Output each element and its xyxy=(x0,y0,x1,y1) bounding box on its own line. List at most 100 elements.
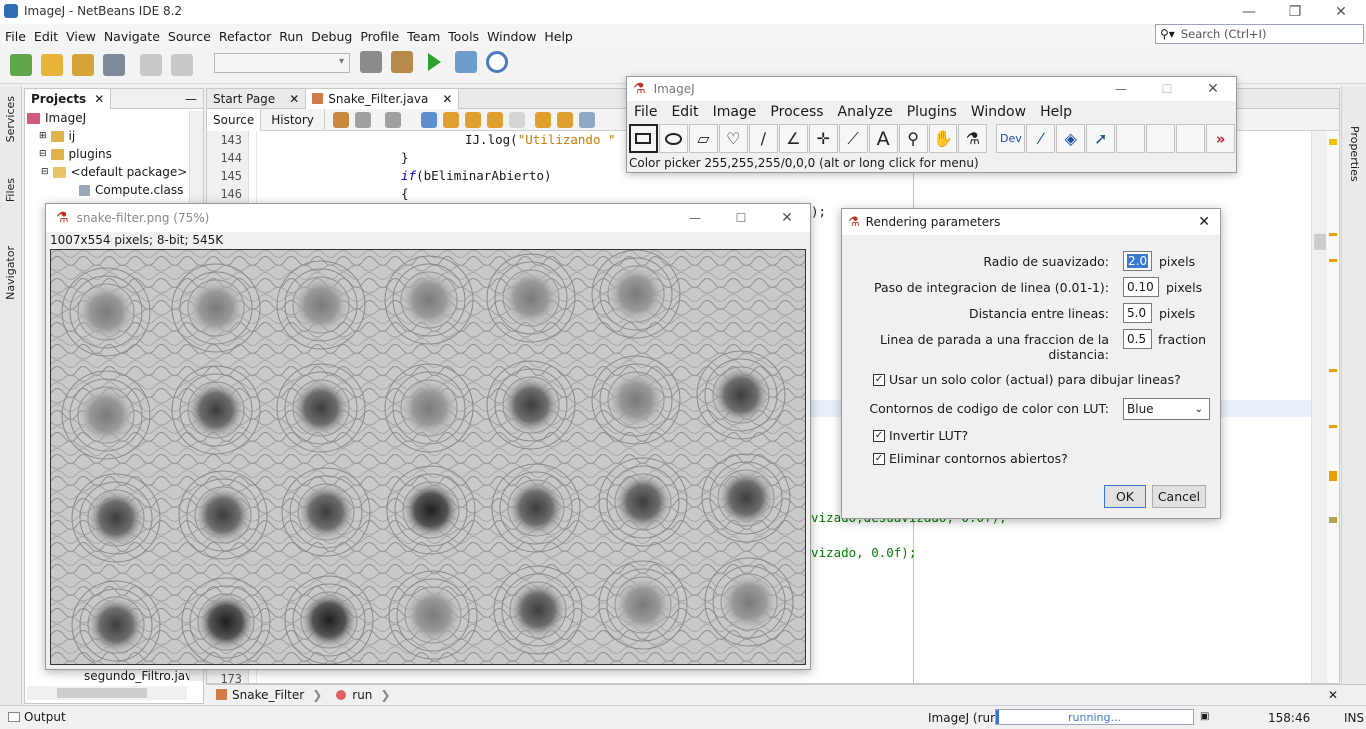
menu-debug[interactable]: Debug xyxy=(311,29,353,44)
menu-navigate[interactable]: Navigate xyxy=(103,29,160,44)
back-icon[interactable] xyxy=(332,111,349,128)
text-tool-icon[interactable]: A xyxy=(868,124,898,153)
minimize-icon[interactable]: — xyxy=(689,211,701,225)
close-icon[interactable]: ✕ xyxy=(289,91,300,106)
brush-tool-icon[interactable]: ⁄ xyxy=(1026,124,1056,153)
history-mode-button[interactable]: History xyxy=(261,108,325,131)
ij-menu-file[interactable]: File xyxy=(634,104,658,120)
tree-item-compute-class[interactable]: Compute.class xyxy=(79,183,183,197)
progress-bar[interactable]: running... xyxy=(995,709,1194,725)
find-prev-icon[interactable] xyxy=(442,111,459,128)
restore-icon[interactable]: ❐ xyxy=(1288,4,1302,20)
find-icon[interactable] xyxy=(420,111,437,128)
code-fragment[interactable]: ); xyxy=(811,204,827,219)
profile-icon[interactable] xyxy=(486,51,508,73)
integration-step-input[interactable]: 0.10 xyxy=(1123,277,1159,297)
menu-view[interactable]: View xyxy=(66,29,96,44)
remove-open-contours-checkbox[interactable]: ✓ xyxy=(873,453,885,465)
minimize-icon[interactable]: — xyxy=(1242,4,1256,20)
tree-item-plugins[interactable]: ⊟ plugins xyxy=(39,147,112,161)
lut-select[interactable]: Blue ⌄ xyxy=(1123,398,1210,420)
close-icon[interactable]: ✕ xyxy=(94,91,105,106)
dev-tool-icon[interactable]: Dev xyxy=(996,124,1026,153)
close-icon[interactable]: ✕ xyxy=(1335,4,1347,20)
magnifier-tool-icon[interactable]: ⚲ xyxy=(898,124,928,153)
menu-profile[interactable]: Profile xyxy=(360,29,400,44)
nav-item-run[interactable]: run xyxy=(352,687,373,702)
wand-tool-icon[interactable]: ⟋ xyxy=(838,124,868,153)
source-mode-button[interactable]: Source xyxy=(207,108,262,131)
more-tools-icon[interactable]: » xyxy=(1206,124,1236,153)
menu-team[interactable]: Team xyxy=(407,29,441,44)
projects-hscrollbar[interactable] xyxy=(27,686,187,700)
ij-menu-window[interactable]: Window xyxy=(970,104,1027,120)
build-icon[interactable] xyxy=(360,51,382,73)
hand-tool-icon[interactable]: ✋ xyxy=(928,124,958,153)
close-icon[interactable]: ✕ xyxy=(781,210,793,226)
ij-menu-image[interactable]: Image xyxy=(712,104,757,120)
next-bookmark-icon[interactable] xyxy=(556,111,573,128)
code-fragment[interactable]: vizado, 0.0f); xyxy=(811,545,917,560)
toggle-rect-select-icon[interactable] xyxy=(508,111,525,128)
flood-tool-icon[interactable]: ◈ xyxy=(1056,124,1086,153)
redo-icon[interactable] xyxy=(171,53,193,76)
ok-button[interactable]: OK xyxy=(1104,485,1146,508)
menu-refactor[interactable]: Refactor xyxy=(218,29,272,44)
toggle-highlight-icon[interactable] xyxy=(486,111,503,128)
close-icon[interactable]: ✕ xyxy=(1198,214,1210,230)
arrow-tool-icon[interactable]: ➚ xyxy=(1086,124,1116,153)
stop-fraction-input[interactable]: 0.5 xyxy=(1123,329,1152,349)
menu-edit[interactable]: Edit xyxy=(33,29,59,44)
undo-icon[interactable] xyxy=(140,53,162,76)
new-project-icon[interactable] xyxy=(41,53,63,76)
code-line-143[interactable]: IJ.log("Utilizando " xyxy=(465,132,616,147)
files-tab[interactable]: Files xyxy=(4,178,17,203)
nav-item-snake-filter[interactable]: Snake_Filter xyxy=(232,687,305,702)
menu-source[interactable]: Source xyxy=(167,29,211,44)
snake-filter-image[interactable] xyxy=(50,249,806,665)
forward-icon[interactable] xyxy=(354,111,371,128)
tab-snake-filter[interactable]: Snake_Filter.java ✕ xyxy=(306,88,460,109)
point-tool-icon[interactable]: ✛ xyxy=(808,124,838,153)
configuration-combo[interactable]: ▾ xyxy=(214,53,350,73)
oval-tool-icon[interactable] xyxy=(658,124,688,153)
close-icon[interactable]: ✕ xyxy=(1327,687,1338,702)
find-next-icon[interactable] xyxy=(464,111,481,128)
angle-tool-icon[interactable]: ∠ xyxy=(778,124,808,153)
minimize-panel-icon[interactable]: — xyxy=(185,91,197,106)
close-icon[interactable]: ✕ xyxy=(1207,81,1219,97)
new-file-icon[interactable] xyxy=(10,53,32,76)
rectangle-tool-icon[interactable] xyxy=(629,124,658,153)
clean-build-icon[interactable] xyxy=(391,51,413,73)
run-icon[interactable] xyxy=(428,53,441,71)
minimize-icon[interactable]: — xyxy=(1115,82,1127,96)
menu-run[interactable]: Run xyxy=(279,29,304,44)
debug-icon[interactable] xyxy=(455,51,477,73)
prev-bookmark-icon[interactable] xyxy=(534,111,551,128)
cancel-process-icon[interactable]: ▣ xyxy=(1200,711,1210,722)
maximize-icon[interactable]: ☐ xyxy=(735,211,747,225)
line-distance-input[interactable]: 5.0 xyxy=(1123,303,1152,323)
tree-item-default-package[interactable]: ⊟ <default package> xyxy=(41,165,188,179)
single-color-checkbox[interactable]: ✓ xyxy=(873,374,885,386)
projects-tab[interactable]: Projects ✕ xyxy=(25,88,112,109)
invert-lut-checkbox[interactable]: ✓ xyxy=(873,430,885,442)
properties-tab[interactable]: Properties xyxy=(1348,126,1361,182)
output-tab[interactable]: Output xyxy=(8,710,66,724)
polygon-tool-icon[interactable]: ▱ xyxy=(688,124,718,153)
tree-item-segundo-filtro[interactable]: segundo_Filtro.java xyxy=(84,669,199,683)
navigator-tab[interactable]: Navigator xyxy=(4,246,17,300)
menu-window[interactable]: Window xyxy=(487,29,537,44)
tree-item-imagej[interactable]: ImageJ xyxy=(27,111,86,125)
last-edit-icon[interactable] xyxy=(384,111,401,128)
menu-tools[interactable]: Tools xyxy=(448,29,480,44)
code-line-146[interactable]: { xyxy=(401,186,409,201)
ij-menu-analyze[interactable]: Analyze xyxy=(837,104,893,120)
ij-menu-help[interactable]: Help xyxy=(1040,104,1072,120)
search-input[interactable]: ⚲▾ Search (Ctrl+I) xyxy=(1155,24,1364,44)
tab-start-page[interactable]: Start Page ✕ xyxy=(207,88,307,109)
line-tool-icon[interactable]: ∕ xyxy=(748,124,778,153)
ij-menu-process[interactable]: Process xyxy=(770,104,824,120)
editor-scrollbar[interactable] xyxy=(1311,131,1327,683)
freehand-tool-icon[interactable]: ♡ xyxy=(718,124,748,153)
